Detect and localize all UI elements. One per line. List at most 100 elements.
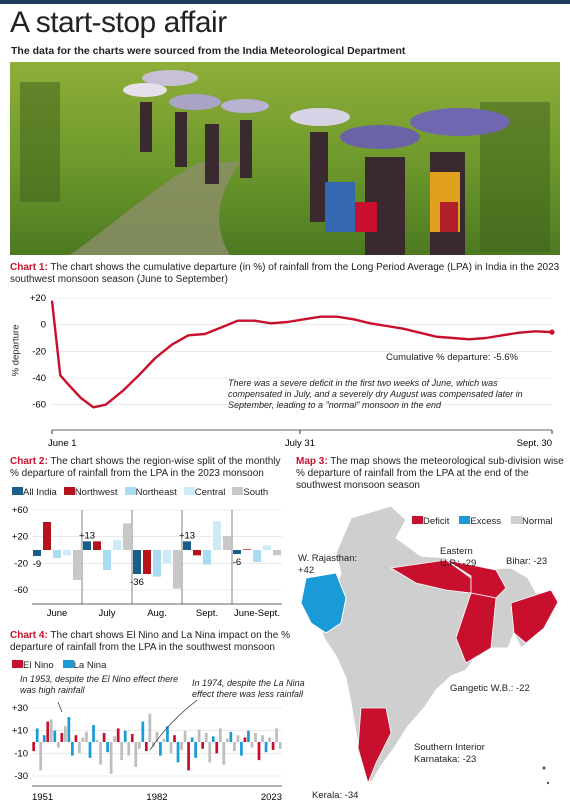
chart4-xtick: 2023: [261, 792, 282, 803]
chart4-bar: [134, 742, 138, 767]
chart2-legend-item: Northwest: [63, 487, 118, 498]
chart2-bar: [163, 550, 171, 564]
chart2-bar: [193, 550, 201, 556]
chart2-legend-item: South: [232, 487, 268, 498]
chart2-data-label: -36: [130, 577, 144, 588]
chart2-data-label: -9: [33, 559, 41, 570]
chart4-bar: [78, 742, 81, 754]
chart4-bar: [35, 728, 39, 742]
chart4-bar: [74, 735, 78, 742]
legend-swatch: [511, 516, 523, 524]
chart4-bar: [155, 731, 159, 742]
map3-callout-rajasthan: W. Rajasthan: +42: [298, 553, 358, 576]
map3-label: Map 3:: [296, 456, 328, 467]
chart4-bar: [190, 737, 194, 742]
legend-swatch: [12, 660, 23, 668]
chart2-bar: [173, 550, 181, 589]
chart4-bar: [67, 717, 71, 742]
chart4-xtick: 1982: [146, 792, 167, 803]
chart4-bar: [148, 713, 152, 742]
chart4-bar: [162, 738, 166, 742]
chart4-bar: [240, 742, 243, 756]
legend-label: El Nino: [23, 660, 54, 671]
chart1-ylabel: % departure: [10, 324, 22, 377]
chart2-ytick: +20: [12, 532, 28, 543]
chart4-bar: [257, 742, 261, 761]
map3-legend-item: Deficit: [412, 516, 449, 527]
chart2-ytick: -20: [14, 558, 28, 569]
chart4-bar: [218, 728, 222, 742]
chart2-bar: [123, 523, 131, 550]
chart2-bar: [153, 550, 161, 577]
chart4-caption-text: The chart shows El Nino and La Nina impa…: [10, 630, 290, 653]
map3-legend: Deficit Excess Normal: [412, 516, 559, 527]
chart4-bar: [46, 721, 50, 742]
chart2-plot: +60 +20 -20 -60 -9 June +13 July -36 Aug. +13 Sept.…: [12, 505, 282, 619]
chart2-bar: [133, 550, 141, 574]
chart4-bar: [275, 728, 278, 742]
chart2-data-label: +13: [179, 530, 195, 541]
chart2-xtick: Sept.: [196, 608, 218, 619]
chart2-data-label: +13: [79, 530, 95, 541]
chart4-bar: [264, 742, 268, 753]
chart1-xtick: Sept. 30: [517, 438, 552, 448]
map3-caption: Map 3: The map shows the meteorological …: [296, 456, 566, 492]
chart1-ytick: -60: [32, 400, 46, 411]
chart4-bar: [130, 734, 134, 742]
chart4-bar: [71, 742, 74, 756]
map3-callout-gangetic: Gangetic W.B.: -22: [450, 683, 530, 694]
chart2-legend-item: All India: [12, 487, 57, 498]
chart2-bar: [93, 541, 101, 550]
map3-legend-item: Normal: [511, 516, 553, 527]
chart4-bar: [144, 742, 148, 752]
chart4-bar: [49, 719, 53, 742]
chart2-bar: [183, 541, 191, 550]
chart4-legend-item: La Nina: [62, 660, 106, 671]
chart1-ytick: 0: [41, 320, 46, 331]
chart2-legend: All India Northwest Northeast Central South: [12, 487, 272, 498]
chart1-xtick: July 31: [285, 438, 315, 448]
chart4-bar: [152, 742, 155, 747]
chart2-bar: [263, 545, 271, 550]
chart4-ytick: -30: [14, 771, 28, 782]
chart4-bar: [120, 742, 124, 761]
chart4-caption: Chart 4: The chart shows El Nino and La …: [10, 630, 300, 654]
chart2-bar: [83, 541, 91, 550]
chart4-bar: [222, 742, 226, 765]
chart4-bar: [85, 731, 88, 742]
chart4-bar: [127, 742, 131, 756]
chart4-bar: [166, 726, 169, 742]
chart2-xtick: Aug.: [147, 608, 167, 619]
chart2-label: Chart 2:: [10, 456, 48, 467]
map3-legend-item: Excess: [459, 516, 501, 527]
legend-swatch: [183, 487, 195, 495]
chart2-bar: [243, 549, 251, 550]
chart1-caption: Chart 1: The chart shows the cumulative …: [10, 262, 560, 286]
chart1-ytick: -40: [32, 373, 46, 384]
chart1-caption-text: The chart shows the cumulative departure…: [10, 262, 560, 285]
chart4-bar: [32, 742, 36, 752]
chart4-legend: El Nino La Nina: [12, 660, 112, 671]
chart4-bar: [197, 729, 201, 742]
legend-label: Deficit: [423, 516, 450, 527]
chart1-series-line: [50, 300, 553, 409]
chart1-label: Chart 1:: [10, 262, 48, 273]
chart4-bar: [176, 742, 180, 763]
chart4-bar: [271, 742, 275, 750]
chart4-bar: [173, 735, 176, 742]
chart2-bar: [273, 550, 281, 556]
chart2-bar: [53, 550, 61, 558]
chart4-bar: [102, 732, 106, 742]
chart2-bar: [33, 550, 41, 556]
chart4-bar: [268, 737, 271, 742]
chart2-bar: [143, 550, 151, 574]
chart2-ytick: +60: [12, 505, 28, 516]
chart4-bar: [42, 735, 46, 742]
chart4-bar: [247, 730, 250, 742]
chart4-bar: [201, 742, 205, 749]
chart4-xtick: 1951: [32, 792, 53, 803]
chart2-caption-text: The chart shows the region-wise split of…: [10, 456, 281, 479]
map3-callout-karnataka: Southern Interior Karnataka: -23: [414, 742, 485, 765]
chart1-ytick: -20: [32, 346, 46, 357]
